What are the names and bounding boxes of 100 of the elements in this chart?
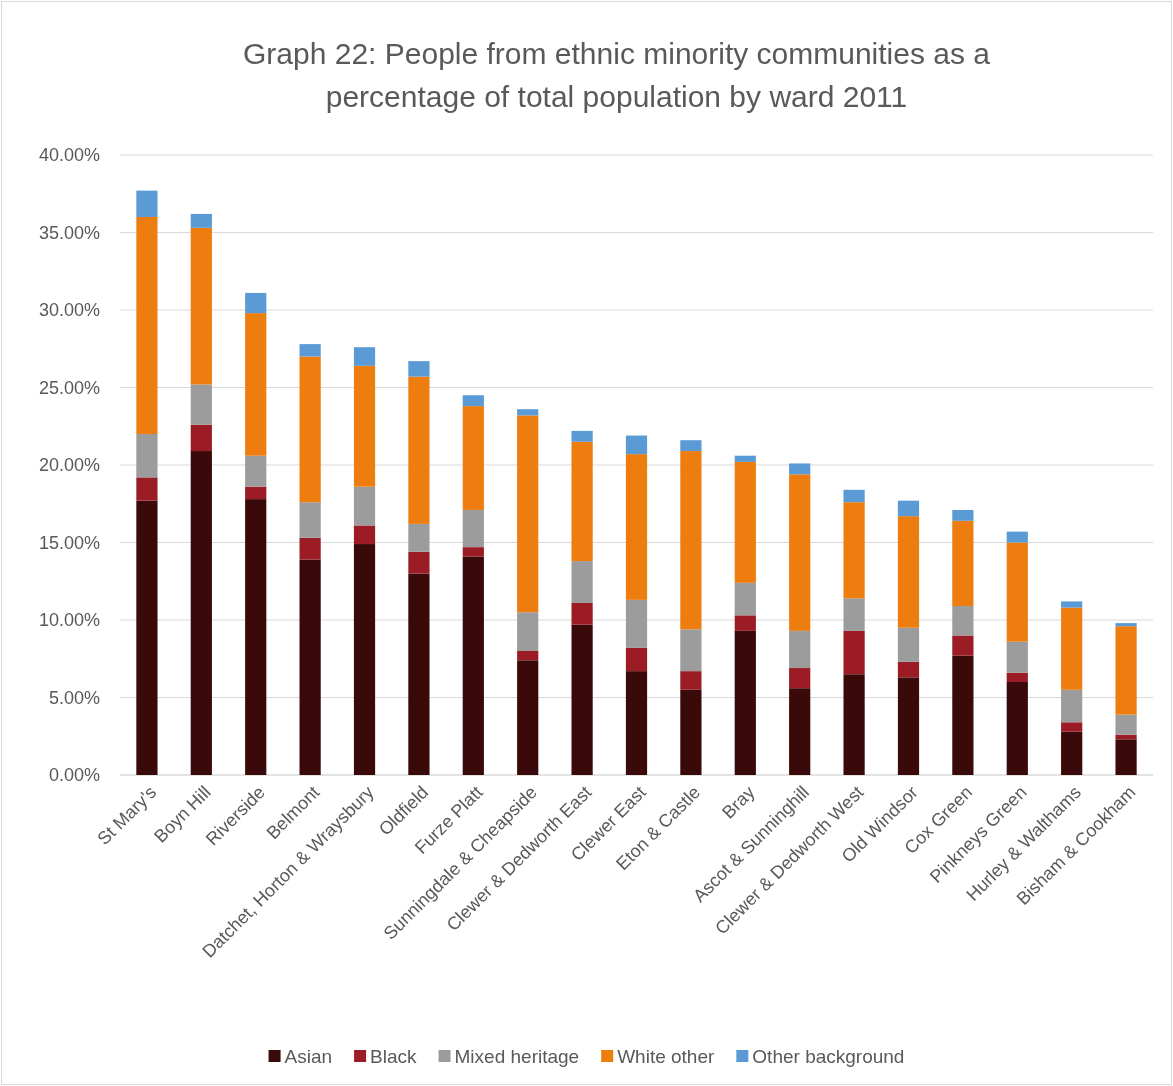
- bar: [952, 655, 974, 775]
- bar: [789, 688, 811, 775]
- bar: [1006, 531, 1028, 543]
- bar: [571, 602, 593, 625]
- bar: [462, 547, 484, 557]
- bar: [136, 500, 158, 775]
- bar: [789, 463, 811, 475]
- bar: [897, 661, 920, 678]
- bar: [517, 415, 539, 613]
- bar: [734, 630, 756, 775]
- bar: [408, 376, 430, 524]
- bar: [789, 668, 811, 689]
- bar: [1115, 739, 1137, 775]
- bar: [245, 455, 267, 487]
- bar: [1006, 641, 1028, 673]
- bar: [1061, 607, 1083, 690]
- bar: [625, 435, 648, 455]
- bar: [190, 213, 212, 228]
- bar: [843, 630, 865, 675]
- legend-label: Other background: [752, 1045, 905, 1067]
- bar: [680, 629, 702, 672]
- bar: [1006, 682, 1028, 775]
- bar: [843, 489, 865, 503]
- bar: [680, 440, 702, 452]
- bar: [462, 509, 484, 548]
- bar: [1115, 714, 1137, 735]
- y-tick-label: 10.00%: [38, 610, 100, 631]
- legend-label: Mixed heritage: [454, 1045, 580, 1067]
- bar: [353, 486, 376, 526]
- bar: [1061, 689, 1083, 723]
- bar: [190, 424, 212, 452]
- bar: [571, 430, 593, 442]
- bar: [136, 217, 158, 434]
- bar: [843, 502, 865, 599]
- bar: [1061, 722, 1083, 732]
- bar: [1006, 542, 1028, 642]
- bar: [462, 556, 484, 775]
- bar: [299, 344, 321, 357]
- bar: [1061, 731, 1083, 775]
- bar: [680, 671, 702, 690]
- bar: [408, 361, 430, 377]
- bar: [517, 651, 539, 661]
- bar: [680, 689, 702, 775]
- bar: [136, 477, 158, 501]
- bar: [952, 606, 974, 636]
- bar: [789, 630, 811, 669]
- bar: [1006, 672, 1028, 682]
- bar: [353, 347, 376, 366]
- bar: [952, 635, 974, 656]
- bar: [136, 434, 158, 478]
- bar: [734, 615, 756, 631]
- legend-label: Black: [370, 1045, 418, 1067]
- bar: [299, 559, 321, 775]
- bar: [571, 561, 593, 603]
- bar: [1115, 626, 1137, 715]
- bar: [245, 486, 267, 500]
- bar: [897, 677, 920, 775]
- bar: [517, 409, 539, 416]
- legend-label: White other: [617, 1045, 716, 1067]
- bar: [734, 582, 756, 616]
- bar: [190, 384, 212, 425]
- y-tick-label: 40.00%: [38, 145, 100, 166]
- bar: [789, 474, 811, 631]
- bar: [353, 365, 376, 487]
- bar: [299, 356, 321, 503]
- y-tick-label: 35.00%: [38, 222, 100, 243]
- bar: [517, 612, 539, 651]
- bar: [136, 190, 158, 217]
- y-tick-label: 20.00%: [38, 455, 100, 476]
- bar: [843, 598, 865, 631]
- bar: [408, 573, 430, 775]
- bar: [680, 451, 702, 630]
- bar: [245, 313, 267, 456]
- legend-label: Asian: [284, 1045, 333, 1067]
- bar: [408, 523, 430, 552]
- bar: [571, 441, 593, 562]
- bar: [625, 647, 648, 672]
- bar: [462, 395, 484, 407]
- bar: [625, 599, 648, 648]
- y-tick-label: 30.00%: [38, 300, 100, 321]
- bar: [897, 500, 920, 517]
- y-tick-label: 5.00%: [48, 687, 100, 708]
- y-tick-label: 15.00%: [38, 532, 100, 553]
- chart-title: Graph 22: People from ethnic minority communities as a percentage of total population by ward 2011: [243, 37, 991, 113]
- y-tick-label: 0.00%: [48, 765, 100, 786]
- y-tick-label: 25.00%: [38, 377, 100, 398]
- bar: [462, 406, 484, 510]
- bar: [897, 627, 920, 662]
- bar: [843, 674, 865, 775]
- bar: [245, 292, 267, 314]
- bar: [408, 551, 430, 574]
- bar: [299, 502, 321, 538]
- bar: [1061, 601, 1083, 608]
- bar: [897, 516, 920, 628]
- bar: [299, 537, 321, 560]
- bar: [734, 455, 756, 462]
- bar: [190, 451, 212, 775]
- bar: [353, 525, 376, 545]
- bar: [190, 227, 212, 385]
- bar: [952, 509, 974, 521]
